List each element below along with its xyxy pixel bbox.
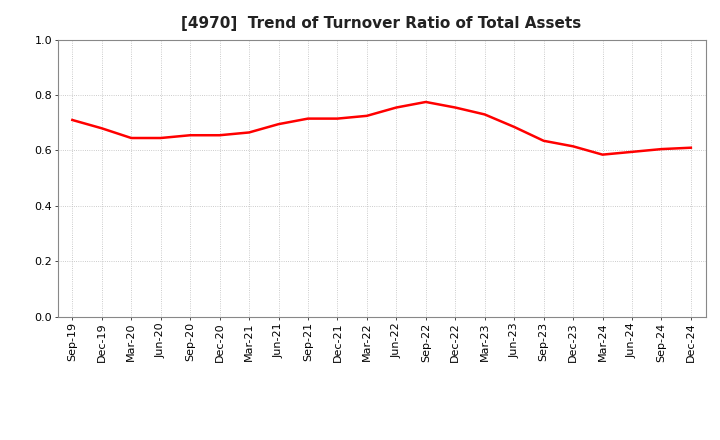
Title: [4970]  Trend of Turnover Ratio of Total Assets: [4970] Trend of Turnover Ratio of Total … <box>181 16 582 32</box>
